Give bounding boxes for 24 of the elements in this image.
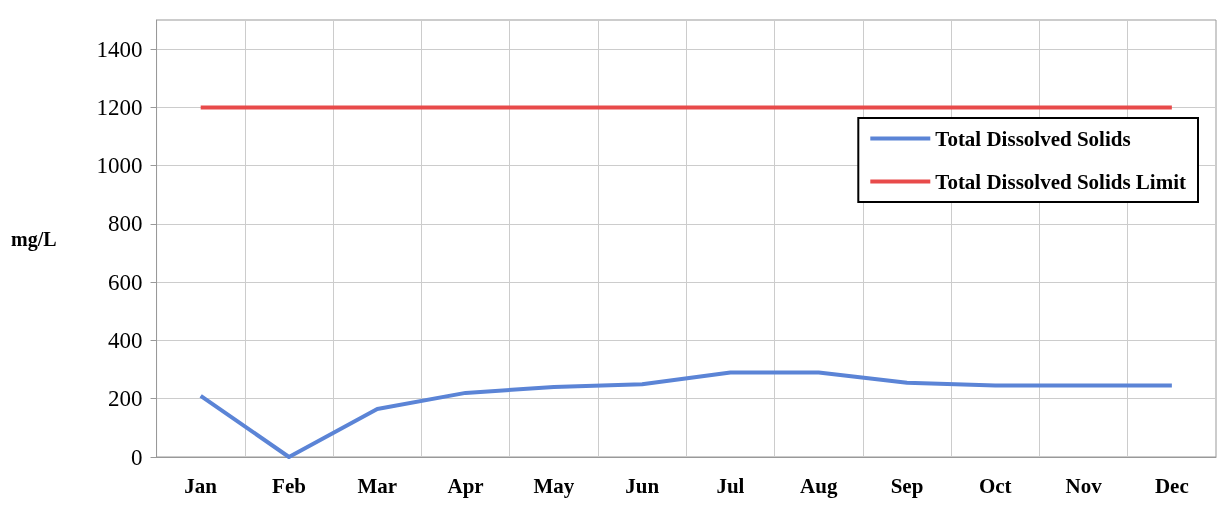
x-tick-label: Mar [357,473,398,498]
x-tick-label: Jun [625,473,660,498]
x-tick-label: Feb [272,473,306,498]
y-tick-label: 600 [108,269,143,295]
y-tick-label: 800 [108,211,143,237]
x-tick-label: Apr [447,473,484,498]
x-tick-label: Jul [716,473,745,498]
legend-label: Total Dissolved Solids Limit [935,169,1187,194]
y-tick-label: 400 [108,327,143,353]
x-tick-label: Nov [1065,473,1103,498]
y-tick-label: 1200 [96,94,143,120]
x-tick-label: May [533,473,575,498]
legend-label: Total Dissolved Solids [935,126,1131,151]
y-tick-label: 200 [108,386,143,412]
x-tick-label: Jan [184,473,218,498]
line-series [198,370,1174,459]
y-tick-label: 1400 [96,36,143,62]
y-tick-label: 1000 [96,153,143,179]
y-axis-title: mg/L [10,227,57,251]
x-tick-label: Aug [800,473,838,498]
x-tick-label: Oct [978,473,1012,498]
y-tick-label: 0 [131,444,143,470]
x-tick-label: Dec [1154,473,1189,498]
x-tick-label: Sep [890,473,924,498]
